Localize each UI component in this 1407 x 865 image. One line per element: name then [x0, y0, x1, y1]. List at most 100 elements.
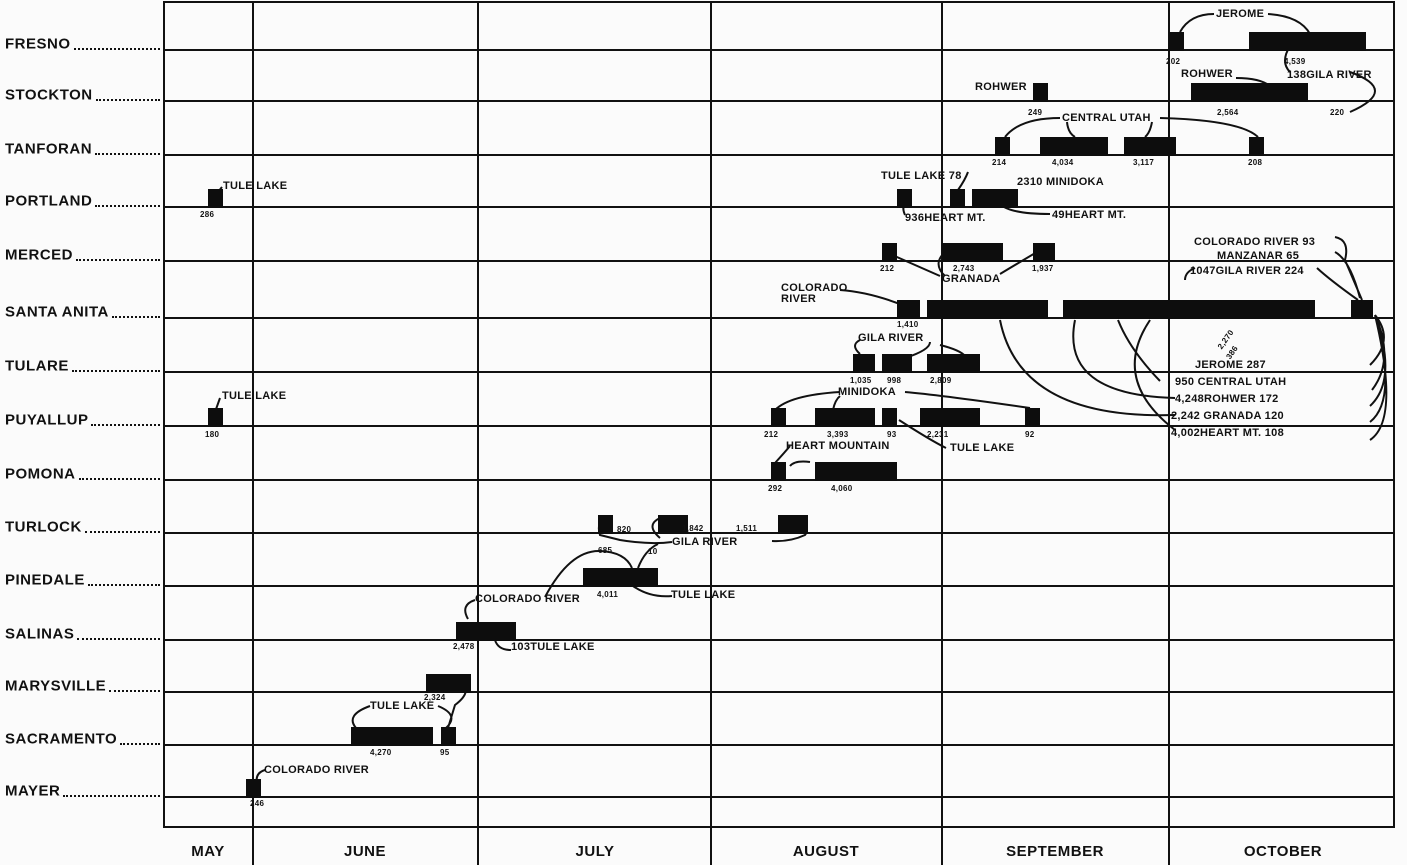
row-label: PUYALLUP: [5, 411, 89, 429]
destination-label: TULE LAKE: [671, 589, 736, 601]
row-baseline: [163, 371, 1395, 373]
destination-label: GILA RIVER: [858, 332, 924, 344]
count-label: 685: [598, 546, 613, 555]
row-leader-dots: [79, 478, 160, 480]
destination-label: COLORADO RIVER: [264, 764, 370, 776]
row-label: SACRAMENTO: [5, 730, 118, 748]
row-label: SANTA ANITA: [5, 303, 109, 321]
transfer-bar: [1190, 83, 1308, 102]
transfer-bar: [994, 137, 1011, 156]
transfer-bar: [1032, 83, 1048, 102]
connector-curve: [1004, 117, 1259, 138]
destination-label: TULE LAKE 78: [881, 170, 962, 182]
destination-label: CENTRAL UTAH: [1062, 112, 1151, 124]
row-baseline: [163, 585, 1395, 587]
row-leader-dots: [74, 48, 160, 50]
destination-label: 2,242 GRANADA 120: [1171, 410, 1284, 422]
count-label: 3,393: [827, 430, 849, 439]
transfer-bar: [852, 354, 875, 373]
transfer-bar: [927, 300, 1048, 319]
row-label: TULARE: [5, 357, 69, 375]
destination-label: 4,002HEART MT. 108: [1171, 427, 1284, 439]
row-baseline: [163, 317, 1395, 319]
transfer-bar: [1351, 300, 1374, 319]
month-divider: [710, 1, 712, 865]
destination-label: JEROME: [1216, 8, 1265, 20]
row-leader-dots: [91, 424, 160, 426]
destination-label: MINIDOKA: [838, 386, 897, 398]
count-label: 820: [617, 525, 632, 534]
transfer-bar: [425, 674, 471, 693]
destination-label: 49HEART MT.: [1052, 209, 1127, 221]
destination-label: COLORADO RIVER 93: [1194, 236, 1316, 248]
month-divider: [1168, 1, 1170, 865]
count-label: 93: [887, 430, 897, 439]
row-leader-dots: [112, 316, 160, 318]
transfer-bar: [927, 354, 980, 373]
row-label: FRESNO: [5, 35, 71, 53]
destination-label: RIVER: [781, 293, 817, 305]
row-label: PINEDALE: [5, 571, 85, 589]
row-label: MERCED: [5, 246, 74, 264]
count-label: 1,937: [1032, 264, 1054, 273]
row-leader-dots: [96, 99, 160, 101]
connector-curve: [774, 445, 811, 467]
destination-label: ROHWER: [1181, 68, 1233, 80]
transfer-bar: [1025, 408, 1041, 427]
transfer-bar: [583, 568, 659, 587]
month-label: MAY: [191, 843, 225, 860]
count-label: 4,270: [370, 748, 392, 757]
count-label: 4,060: [831, 484, 853, 493]
transfer-bar: [770, 408, 786, 427]
row-label: SALINAS: [5, 625, 75, 643]
row-baseline: [163, 796, 1395, 798]
transfer-bar: [455, 622, 516, 641]
transfer-bar: [919, 408, 980, 427]
transfer-bar: [1249, 32, 1366, 51]
connector-curve: [1184, 236, 1363, 301]
count-label: 1,842: [682, 524, 704, 533]
count-label: 246: [250, 799, 265, 808]
count-label: 2,478: [453, 642, 475, 651]
transfer-bar: [208, 408, 223, 427]
transfer-bar: [972, 189, 1018, 208]
month-divider: [252, 1, 254, 865]
count-label: 1,511: [736, 524, 758, 533]
destination-label: JEROME 287: [1195, 359, 1266, 371]
row-label: TURLOCK: [5, 518, 82, 536]
destination-label: 950 CENTRAL UTAH: [1175, 376, 1287, 388]
destination-label: HEART MOUNTAIN: [786, 440, 890, 452]
count-label: 10: [648, 547, 658, 556]
connector-curve: [999, 319, 1176, 431]
row-label: MARYSVILLE: [5, 677, 107, 695]
count-label: 2,231: [927, 430, 949, 439]
count-label: 202: [1166, 57, 1181, 66]
destination-label: ROHWER: [975, 81, 1027, 93]
transfer-bar: [882, 243, 898, 262]
transfer-bar: [815, 408, 875, 427]
month-label: AUGUST: [792, 843, 860, 860]
transfer-bar: [897, 189, 913, 208]
destination-label: COLORADO: [781, 282, 848, 294]
count-label: 4,539: [1284, 57, 1306, 66]
count-label: 249: [1028, 108, 1043, 117]
transfer-bar: [1169, 32, 1184, 51]
count-label: 212: [880, 264, 895, 273]
month-label: JUNE: [343, 843, 387, 860]
row-leader-dots: [109, 690, 160, 692]
count-label: 1,410: [897, 320, 919, 329]
row-leader-dots: [77, 638, 160, 640]
destination-label: 1047GILA RIVER 224: [1190, 265, 1304, 277]
count-label: 214: [992, 158, 1007, 167]
connector-curve: [774, 391, 1031, 449]
month-label: SEPTEMBER: [1006, 843, 1104, 860]
count-label: 2,809: [930, 376, 952, 385]
row-baseline: [163, 100, 1395, 102]
count-label: 2,564: [1217, 108, 1239, 117]
transfer-bar: [658, 515, 689, 534]
destination-label: TULE LAKE: [950, 442, 1015, 454]
row-leader-dots: [76, 259, 160, 261]
row-leader-dots: [88, 584, 160, 586]
month-divider: [941, 1, 943, 865]
row-baseline: [163, 260, 1395, 262]
